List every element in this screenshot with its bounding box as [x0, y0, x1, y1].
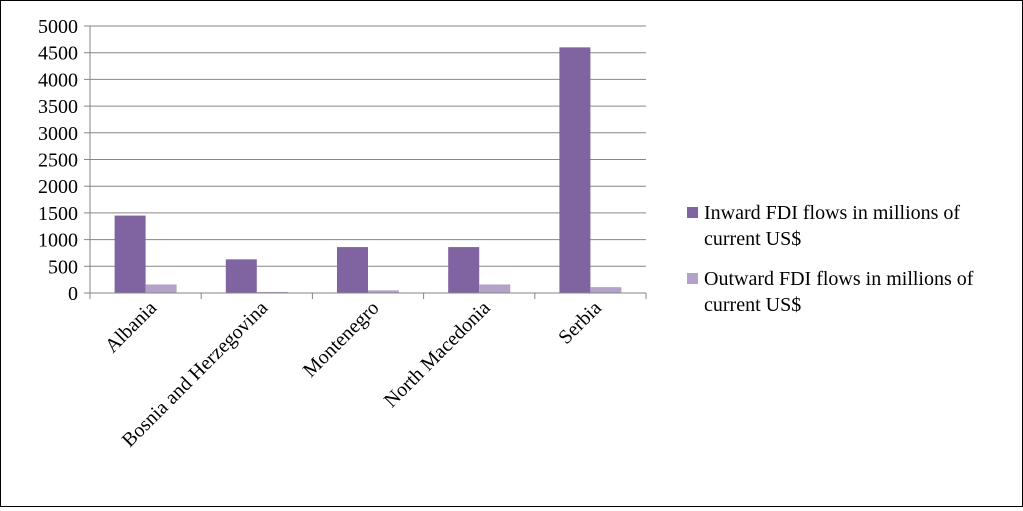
legend: Inward FDI flows in millions of current …: [687, 200, 1017, 332]
x-tick-label: Serbia: [554, 297, 606, 349]
legend-item-outward: Outward FDI flows in millions of current…: [687, 266, 1017, 318]
bar-outward: [145, 284, 177, 293]
bar-inward: [448, 247, 480, 293]
bar-inward: [225, 259, 257, 293]
x-tick-label: Albania: [101, 297, 161, 357]
legend-swatch-outward: [687, 273, 698, 284]
y-tick-labels: 0 500 1000 1500 2000 2500 3000 3500 4000 4500 5000: [38, 16, 78, 305]
bar-outward: [479, 284, 511, 293]
y-tick-label: 2000: [38, 176, 78, 198]
x-tick-label: North Macedonia: [380, 297, 495, 412]
y-tick-label: 0: [68, 283, 78, 305]
legend-label-inward: Inward FDI flows in millions of current …: [704, 202, 961, 250]
legend-swatch-inward: [687, 207, 698, 218]
y-tick-label: 4500: [38, 43, 78, 65]
bar-outward: [256, 291, 288, 293]
y-tick-label: 4000: [38, 69, 78, 91]
y-tick-label: 2500: [38, 150, 78, 172]
bar-inward: [337, 247, 368, 293]
bar-outward: [368, 290, 399, 293]
x-tick-label: Montenegro: [299, 297, 384, 382]
y-tick-label: 3000: [38, 123, 78, 145]
y-tick-label: 1500: [38, 203, 78, 225]
bar-inward: [114, 215, 146, 293]
bar-inward: [559, 47, 591, 293]
y-tick-label: 500: [48, 256, 78, 278]
y-tick-label: 5000: [38, 16, 78, 38]
legend-item-inward: Inward FDI flows in millions of current …: [687, 200, 1017, 252]
y-tick-label: 3500: [38, 96, 78, 118]
axes: [84, 25, 647, 299]
bar-outward: [590, 287, 622, 293]
gridlines: [90, 25, 646, 294]
y-tick-label: 1000: [38, 230, 78, 252]
bars: [114, 47, 622, 293]
legend-label-outward: Outward FDI flows in millions of current…: [704, 268, 974, 316]
